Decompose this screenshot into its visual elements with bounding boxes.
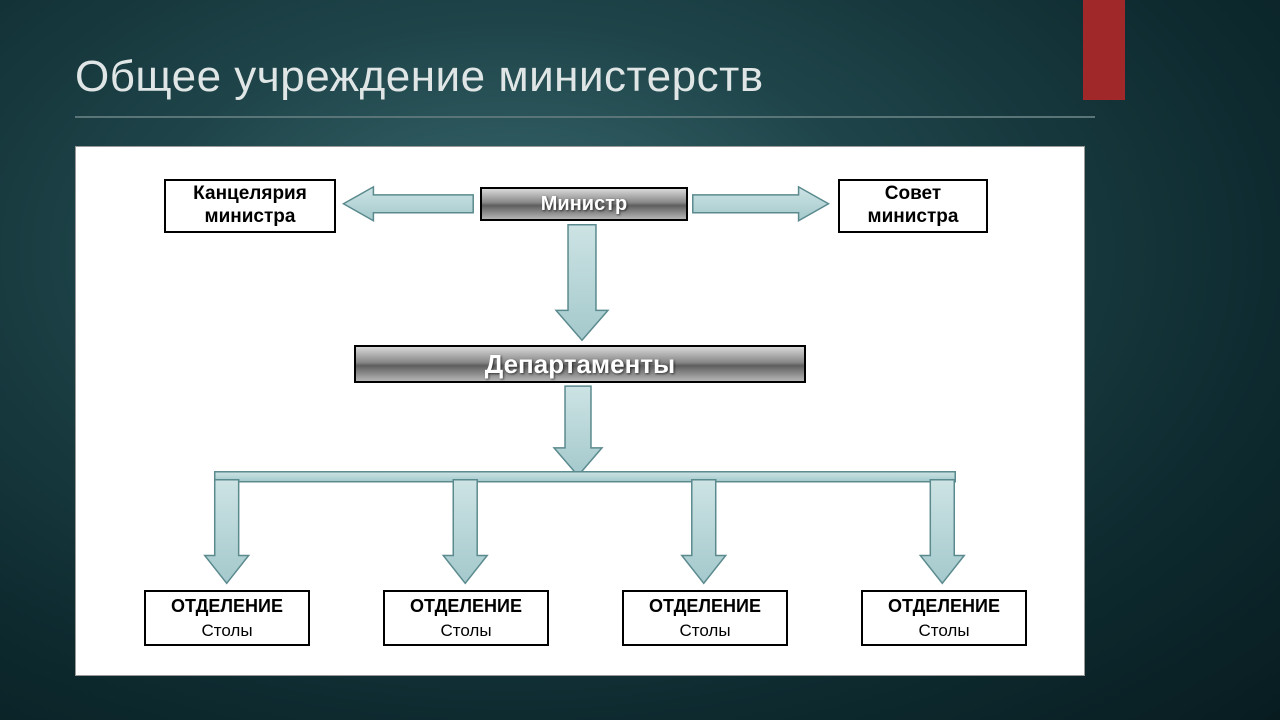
node-dept-3: ОТДЕЛЕНИЕ Столы bbox=[622, 590, 788, 646]
branch-bar bbox=[215, 472, 956, 482]
node-chancellery: Канцелярия министра bbox=[164, 179, 336, 233]
node-departments: Департаменты bbox=[354, 345, 806, 383]
dept2-line2: Столы bbox=[440, 620, 491, 641]
slide-title: Общее учреждение министерств bbox=[75, 52, 1205, 102]
dept4-line1: ОТДЕЛЕНИЕ bbox=[888, 595, 1000, 618]
arrow-down-2 bbox=[554, 386, 602, 476]
node-minister: Министр bbox=[480, 187, 688, 221]
minister-label: Министр bbox=[541, 193, 627, 216]
arrow-down-1 bbox=[556, 225, 608, 341]
dept1-line2: Столы bbox=[201, 620, 252, 641]
council-line1: Совет bbox=[885, 183, 941, 206]
node-dept-2: ОТДЕЛЕНИЕ Столы bbox=[383, 590, 549, 646]
drop-arrow-4 bbox=[920, 480, 964, 584]
arrow-right bbox=[693, 187, 829, 221]
drop-arrow-3 bbox=[682, 480, 726, 584]
dept3-line2: Столы bbox=[679, 620, 730, 641]
title-underline bbox=[75, 116, 1095, 118]
dept3-line1: ОТДЕЛЕНИЕ bbox=[649, 595, 761, 618]
departments-label: Департаменты bbox=[485, 349, 676, 380]
chart-panel: Министр Канцелярия министра Совет минист… bbox=[75, 146, 1085, 676]
node-dept-4: ОТДЕЛЕНИЕ Столы bbox=[861, 590, 1027, 646]
dept2-line1: ОТДЕЛЕНИЕ bbox=[410, 595, 522, 618]
node-dept-1: ОТДЕЛЕНИЕ Столы bbox=[144, 590, 310, 646]
dept4-line2: Столы bbox=[918, 620, 969, 641]
dept1-line1: ОТДЕЛЕНИЕ bbox=[171, 595, 283, 618]
drop-arrow-1 bbox=[205, 480, 249, 584]
title-area: Общее учреждение министерств bbox=[75, 52, 1205, 118]
council-line2: министра bbox=[868, 206, 959, 229]
drop-arrow-2 bbox=[443, 480, 487, 584]
node-council: Совет министра bbox=[838, 179, 988, 233]
chancellery-line1: Канцелярия bbox=[193, 183, 307, 206]
chancellery-line2: министра bbox=[205, 206, 296, 229]
arrow-left bbox=[343, 187, 473, 221]
